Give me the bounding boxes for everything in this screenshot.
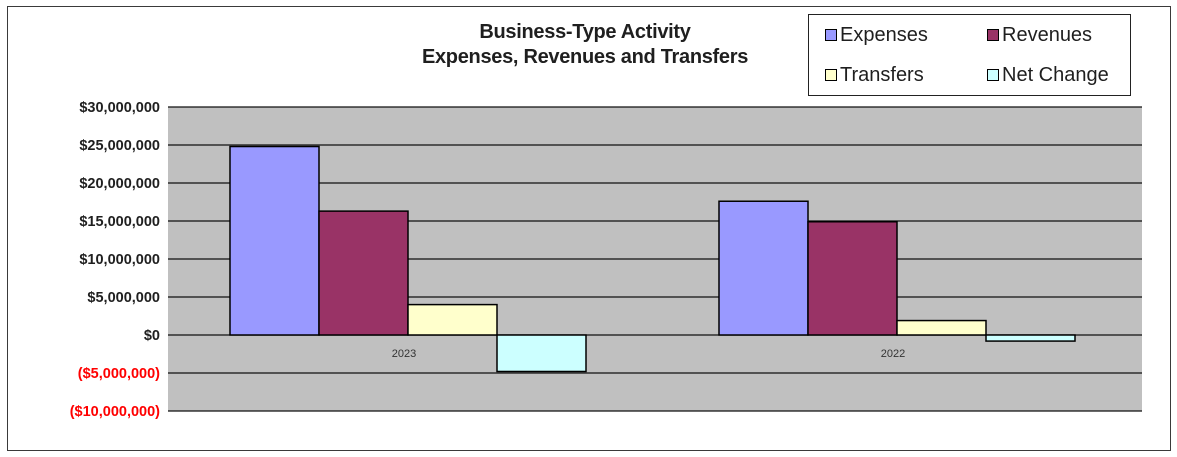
chart-legend: Expenses Revenues Transfers Net Change	[808, 14, 1131, 96]
y-tick-label: ($5,000,000)	[78, 366, 160, 382]
legend-item-transfers: Transfers	[825, 63, 924, 87]
legend-swatch-transfers	[825, 69, 837, 81]
x-category-label: 2022	[881, 348, 905, 360]
y-tick-label: $0	[144, 328, 160, 344]
bar-transfers-2023	[407, 303, 498, 336]
bar-transfers-2022	[896, 319, 987, 336]
y-tick-label: ($10,000,000)	[70, 404, 160, 420]
legend-label-expenses: Expenses	[840, 23, 928, 46]
bar-revenues-2022	[807, 221, 898, 336]
legend-label-transfers: Transfers	[840, 63, 924, 86]
bar-expenses-2023	[229, 145, 320, 336]
legend-item-revenues: Revenues	[987, 23, 1092, 47]
bar-net-change-2023	[496, 334, 587, 373]
legend-label-revenues: Revenues	[1002, 23, 1093, 46]
y-tick-label: $10,000,000	[79, 252, 160, 268]
legend-item-net-change: Net Change	[987, 63, 1109, 87]
bar-revenues-2023	[318, 210, 409, 336]
chart-title-line-2: Expenses, Revenues and Transfers	[421, 46, 749, 68]
legend-item-expenses: Expenses	[825, 23, 928, 47]
y-tick-label: $15,000,000	[79, 214, 160, 230]
legend-swatch-net-change	[987, 69, 999, 81]
legend-swatch-revenues	[987, 29, 999, 41]
chart-title: Business-Type Activity Expenses, Revenue…	[330, 20, 840, 70]
legend-label-net-change: Net Change	[1002, 63, 1109, 86]
y-tick-label: $5,000,000	[87, 290, 160, 306]
x-category-label: 2023	[392, 348, 416, 360]
legend-swatch-expenses	[825, 29, 837, 41]
chart-title-line-1: Business-Type Activity	[479, 21, 691, 43]
y-tick-label: $30,000,000	[79, 100, 160, 116]
bar-net-change-2022	[985, 334, 1076, 342]
y-tick-label: $20,000,000	[79, 176, 160, 192]
bar-expenses-2022	[718, 200, 809, 336]
y-tick-label: $25,000,000	[79, 138, 160, 154]
